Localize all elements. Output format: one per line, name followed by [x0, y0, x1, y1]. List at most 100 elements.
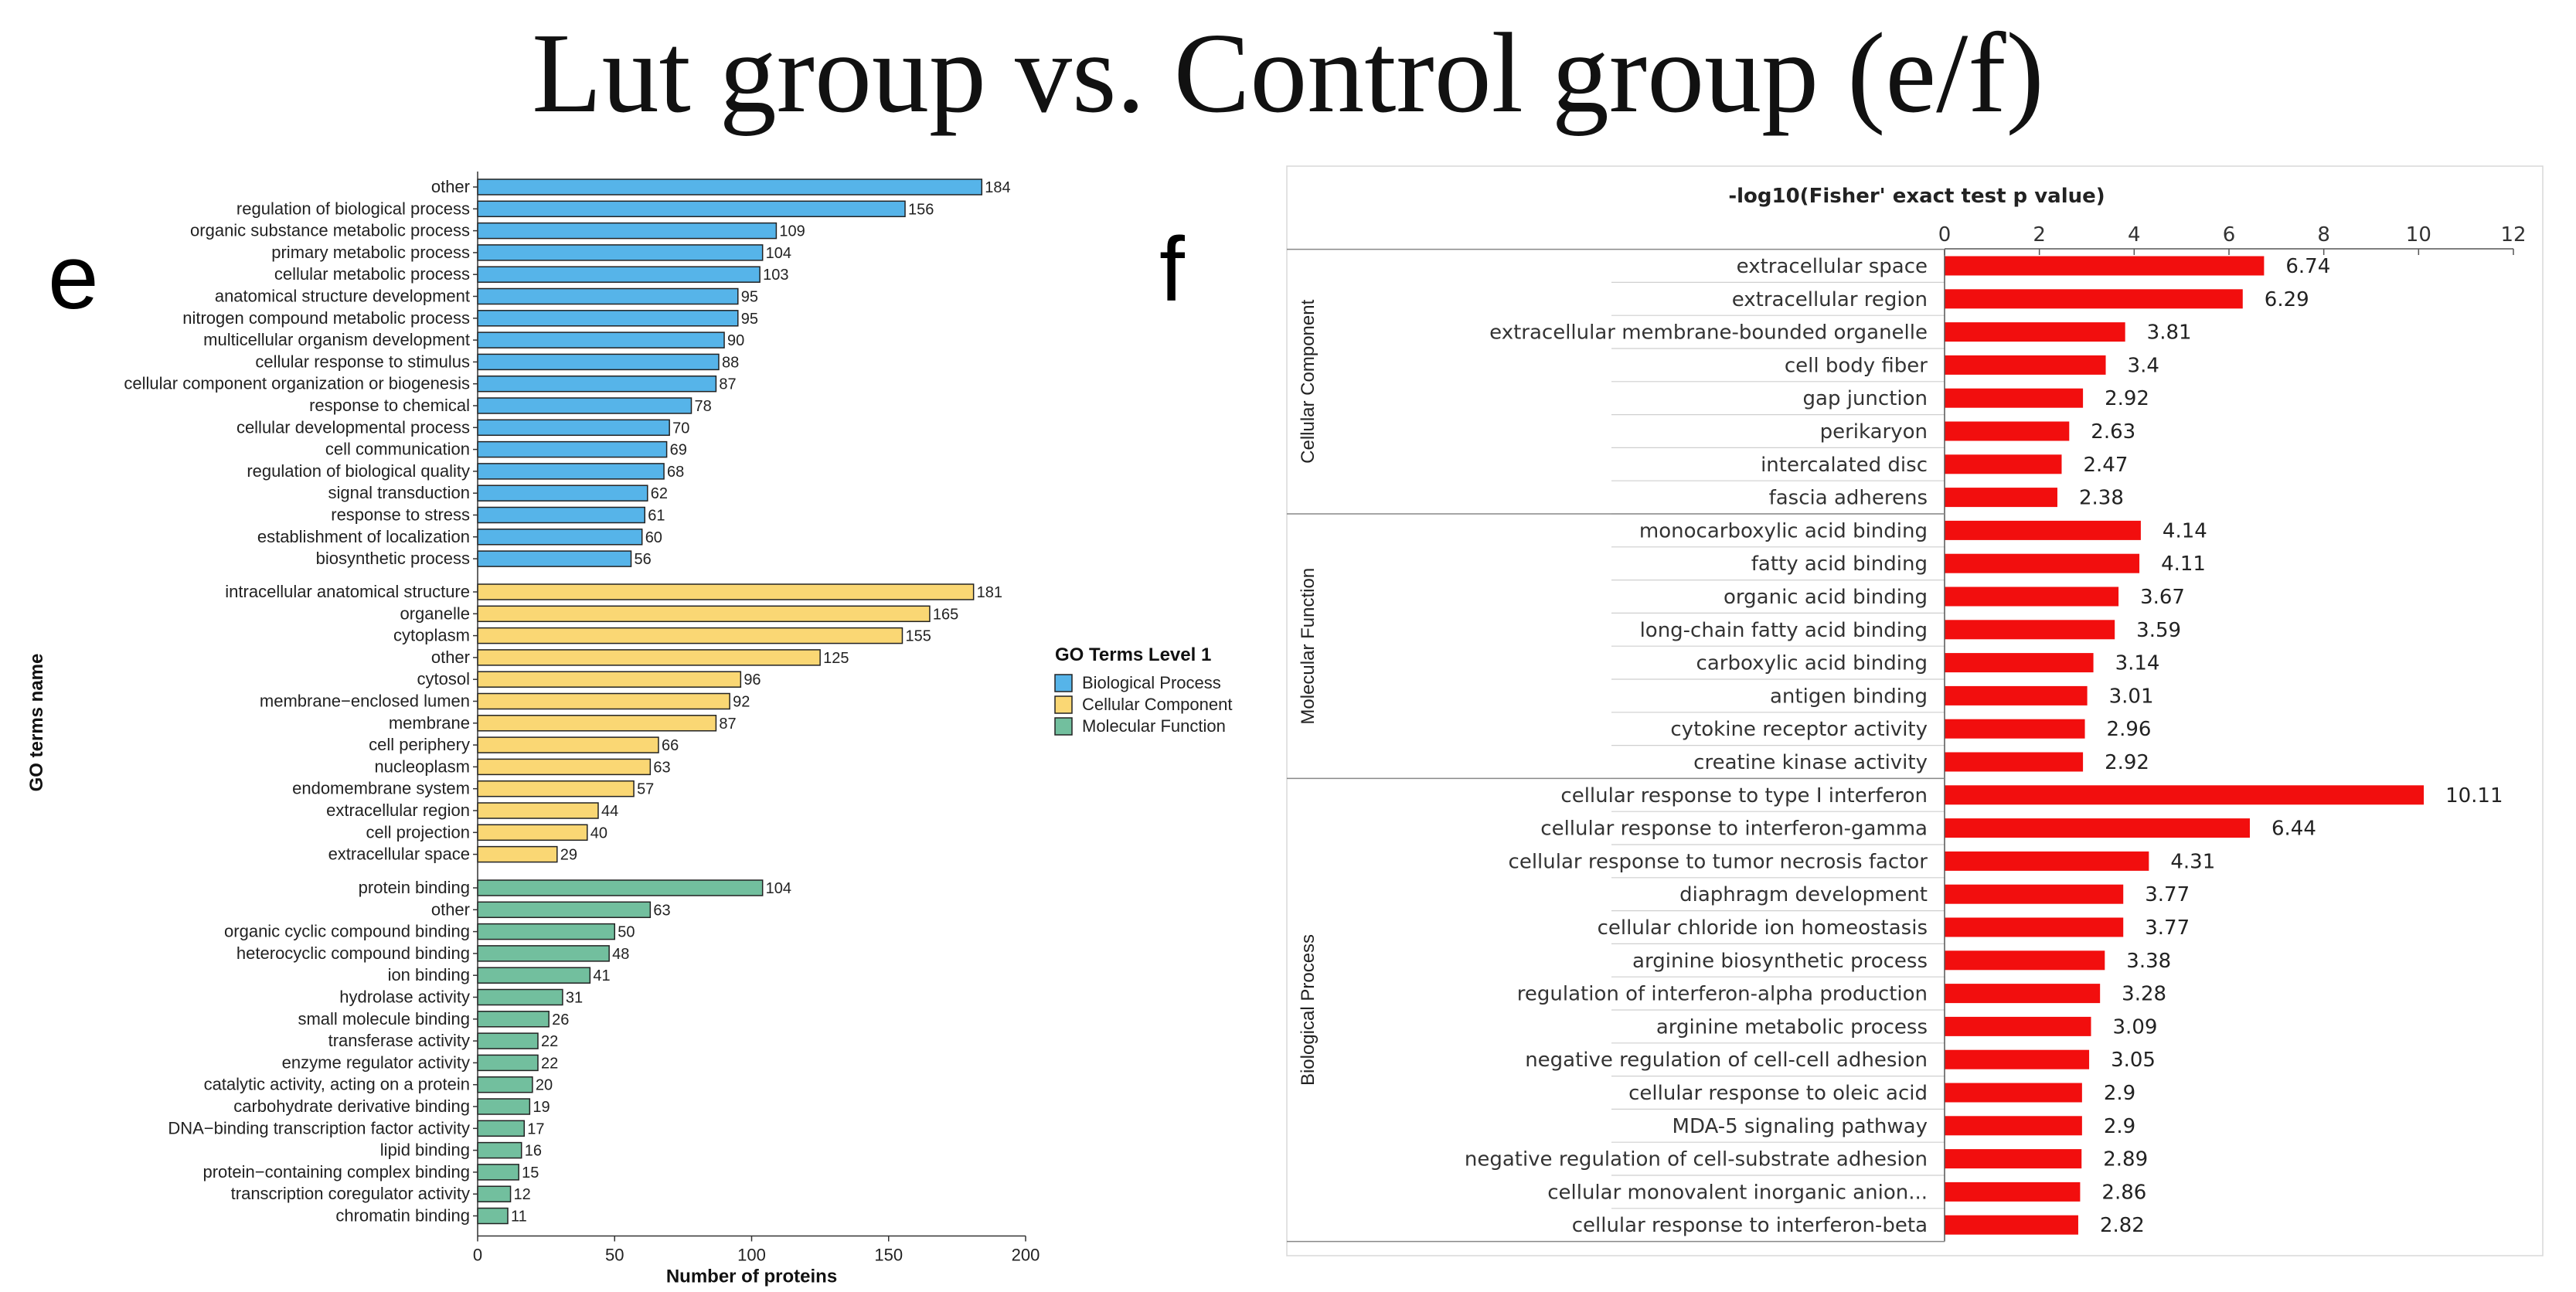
x-tick-label-f: 6: [2223, 223, 2236, 246]
value-label-e: 16: [525, 1143, 542, 1160]
value-label-e: 17: [527, 1120, 544, 1137]
category-label-e: membrane: [389, 713, 470, 733]
value-label-f: 2.89: [2103, 1148, 2148, 1171]
bar-f: [1945, 388, 2084, 408]
legend-swatch-e: [1054, 695, 1073, 714]
value-label-e: 181: [977, 584, 1002, 601]
category-label-f: regulation of interferon-alpha productio…: [1517, 983, 1928, 1006]
category-label-e: biosynthetic process: [316, 549, 470, 568]
page-title: Lut group vs. Control group (e/f): [532, 10, 2044, 137]
value-label-e: 29: [560, 847, 577, 864]
value-label-e: 62: [651, 485, 668, 502]
category-label-e: protein binding: [359, 878, 470, 897]
value-label-e: 41: [593, 967, 610, 984]
category-label-f: creatine kinase activity: [1693, 751, 1928, 774]
x-axis-title-e: Number of proteins: [666, 1266, 837, 1287]
value-label-e: 87: [719, 716, 736, 733]
category-label-e: hydrolase activity: [339, 988, 470, 1007]
bar-f: [1945, 1116, 2082, 1136]
panel-letter-f: f: [1159, 219, 1185, 321]
bar-f: [1945, 653, 2094, 673]
bar-f: [1945, 785, 2425, 805]
category-label-e: cell projection: [366, 822, 470, 842]
value-label-e: 57: [637, 781, 654, 798]
category-label-f: perikaryon: [1820, 420, 1928, 444]
value-label-f: 3.28: [2122, 983, 2166, 1006]
bar-f: [1945, 818, 2250, 838]
category-label-e: DNA−binding transcription factor activit…: [168, 1118, 470, 1137]
category-label-e: organelle: [400, 604, 470, 623]
category-label-f: cell body fiber: [1785, 354, 1928, 377]
bar-f: [1945, 685, 2088, 706]
bar-f: [1945, 586, 2119, 607]
value-label-e: 104: [766, 245, 791, 262]
value-label-e: 22: [541, 1055, 558, 1072]
category-label-e: other: [431, 899, 470, 919]
x-tick-label-f: 12: [2500, 223, 2526, 246]
category-label-e: protein−containing complex binding: [202, 1162, 470, 1182]
value-label-e: 125: [823, 650, 849, 667]
value-label-f: 3.01: [2109, 685, 2154, 708]
value-label-e: 95: [741, 311, 758, 328]
value-label-f: 4.11: [2161, 552, 2206, 576]
value-label-f: 3.14: [2115, 652, 2160, 675]
category-label-e: cell communication: [325, 440, 470, 459]
category-label-e: establishment of localization: [257, 527, 470, 546]
category-label-e: organic cyclic compound binding: [224, 922, 470, 941]
category-label-f: intercalated disc: [1761, 454, 1928, 477]
category-label-f: carboxylic acid binding: [1696, 652, 1928, 675]
y-axis-title-e: GO terms name: [26, 654, 47, 792]
value-label-e: 26: [552, 1012, 569, 1028]
value-label-f: 4.31: [2170, 850, 2215, 873]
value-label-e: 104: [766, 880, 791, 897]
value-label-e: 40: [590, 824, 607, 842]
value-label-f: 6.44: [2271, 818, 2316, 841]
bar-f: [1945, 355, 2106, 375]
value-label-f: 2.82: [2100, 1214, 2145, 1237]
category-label-e: cytosol: [417, 669, 470, 688]
category-label-f: cellular response to tumor necrosis fact…: [1509, 850, 1928, 873]
value-label-e: 90: [727, 332, 744, 349]
chart-f-frame: [1286, 165, 2544, 1256]
value-label-f: 3.38: [2126, 950, 2171, 973]
category-label-e: heterocyclic compound binding: [237, 944, 470, 963]
bar-f: [1945, 289, 2243, 309]
value-label-e: 11: [511, 1209, 527, 1226]
value-label-e: 156: [908, 201, 934, 218]
category-label-e: response to chemical: [309, 396, 470, 415]
value-label-e: 109: [779, 223, 805, 240]
category-label-e: primary metabolic process: [271, 243, 470, 262]
value-label-e: 48: [612, 946, 629, 963]
category-label-f: cellular response to oleic acid: [1628, 1082, 1928, 1105]
chart-f-title: -log10(Fisher' exact test p value): [1728, 185, 2105, 208]
category-label-e: catalytic activity, acting on a protein: [204, 1075, 470, 1094]
category-label-f: cellular response to interferon-beta: [1572, 1214, 1928, 1237]
value-label-e: 12: [514, 1186, 531, 1203]
bar-f: [1945, 950, 2105, 971]
value-label-e: 68: [667, 464, 684, 481]
category-label-f: cellular monovalent inorganic anion...: [1547, 1181, 1928, 1204]
bar-f: [1945, 256, 2265, 276]
bar-f: [1945, 1182, 2081, 1202]
panel-letter-e: e: [48, 226, 99, 328]
x-tick-label-e: 100: [737, 1246, 766, 1265]
category-label-e: signal transduction: [328, 483, 470, 502]
bar-f: [1945, 553, 2140, 573]
bar-f: [1945, 884, 2124, 904]
category-label-e: cytoplasm: [393, 626, 470, 645]
value-label-e: 22: [541, 1033, 558, 1050]
value-label-e: 56: [635, 551, 652, 568]
value-label-f: 2.63: [2091, 420, 2135, 444]
group-label-f: Molecular Function: [1298, 568, 1319, 725]
value-label-e: 66: [662, 737, 679, 754]
bar-f: [1945, 520, 2141, 540]
category-label-f: cellular response to type I interferon: [1560, 784, 1928, 808]
category-label-f: arginine biosynthetic process: [1632, 950, 1928, 973]
value-label-e: 78: [695, 398, 712, 415]
value-label-f: 2.47: [2083, 454, 2128, 477]
category-label-f: extracellular space: [1737, 255, 1928, 278]
category-label-e: regulation of biological quality: [247, 461, 470, 481]
x-tick-label-f: 2: [2033, 223, 2046, 246]
value-label-e: 50: [618, 924, 635, 941]
